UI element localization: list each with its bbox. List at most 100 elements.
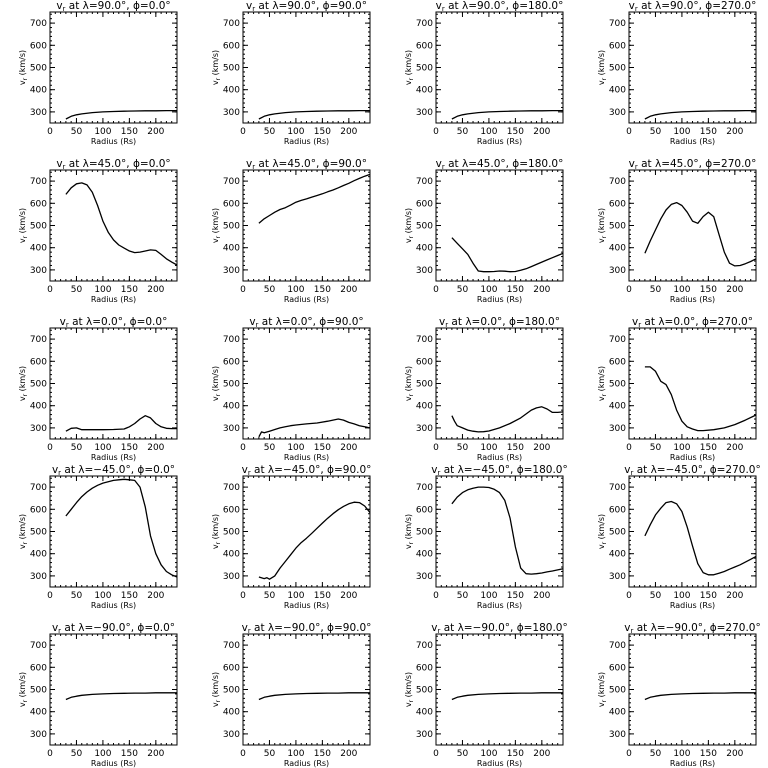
x-tick-label: 150	[700, 127, 717, 137]
y-tick-label: 300	[609, 572, 626, 582]
y-tick-label: 700	[223, 19, 240, 29]
plot-frame	[49, 11, 178, 124]
x-tick-label: 0	[626, 285, 632, 295]
y-tick-label: 400	[223, 708, 240, 718]
x-tick-label: 50	[650, 127, 662, 137]
x-tick-label: 100	[480, 127, 497, 137]
x-tick-label: 150	[700, 443, 717, 453]
series-line	[644, 366, 757, 432]
series-line	[258, 501, 371, 580]
y-tick-label: 500	[30, 222, 47, 232]
x-tick-label: 50	[71, 127, 83, 137]
y-tick-label: 400	[609, 86, 626, 96]
panel-lat1-lon1: 0 50 100 150 200 300 400 500 600 700 vr at λ=45.0°…	[211, 158, 371, 304]
y-tick-label: 300	[30, 266, 47, 276]
panel-title: vr at λ=−45.0°, ϕ=270.0°	[624, 464, 760, 477]
plot-frame	[242, 169, 371, 282]
y-axis-label: vr (km/s)	[211, 672, 222, 707]
x-axis-label: Radius (Rs)	[284, 601, 329, 610]
x-tick-label: 100	[673, 443, 690, 453]
y-tick-label: 600	[223, 357, 240, 367]
y-tick-label: 600	[30, 505, 47, 515]
plot-frame	[242, 475, 371, 588]
plot-frame	[435, 169, 564, 282]
x-tick-label: 100	[673, 127, 690, 137]
x-axis-label: Radius (Rs)	[284, 137, 329, 146]
plot-frame	[628, 327, 757, 440]
y-tick-label: 700	[416, 641, 433, 651]
y-tick-label: 400	[223, 550, 240, 560]
x-tick-label: 0	[47, 285, 53, 295]
panel-title: vr at λ=−45.0°, ϕ=90.0°	[242, 464, 372, 477]
panel-lat2-lon2: 0 50 100 150 200 300 400 500 600 700 vr at λ=0.0°,…	[404, 316, 564, 462]
y-tick-label: 500	[223, 686, 240, 696]
panel-title: vr at λ=0.0°, ϕ=0.0°	[60, 316, 168, 329]
x-tick-label: 100	[287, 591, 304, 601]
panel-lat4-lon2: 0 50 100 150 200 300 400 500 600 700 vr at λ=−90.0…	[404, 622, 568, 768]
x-tick-label: 150	[314, 591, 331, 601]
panel-title: vr at λ=−45.0°, ϕ=180.0°	[431, 464, 567, 477]
y-tick-label: 400	[416, 244, 433, 254]
x-tick-label: 50	[264, 285, 276, 295]
y-tick-label: 500	[609, 686, 626, 696]
panel-title: vr at λ=90.0°, ϕ=180.0°	[436, 0, 564, 13]
x-tick-label: 50	[264, 443, 276, 453]
x-tick-label: 100	[480, 749, 497, 759]
y-tick-label: 500	[30, 528, 47, 538]
x-tick-label: 200	[147, 591, 164, 601]
x-axis-label: Radius (Rs)	[91, 453, 136, 462]
x-tick-label: 0	[626, 749, 632, 759]
x-tick-label: 150	[507, 443, 524, 453]
panel-lat3-lon2: 0 50 100 150 200 300 400 500 600 700 vr at λ=−45.0…	[404, 464, 568, 610]
y-axis-label: vr (km/s)	[211, 50, 222, 85]
y-axis-label: vr (km/s)	[597, 514, 608, 549]
y-axis-label: vr (km/s)	[597, 366, 608, 401]
x-tick-label: 50	[457, 591, 469, 601]
x-tick-label: 0	[626, 443, 632, 453]
y-tick-label: 500	[416, 222, 433, 232]
y-tick-label: 300	[223, 730, 240, 740]
y-tick-label: 700	[416, 177, 433, 187]
x-axis-label: Radius (Rs)	[284, 295, 329, 304]
y-tick-label: 300	[416, 572, 433, 582]
x-tick-label: 200	[533, 749, 550, 759]
series-line	[65, 109, 177, 120]
x-tick-label: 50	[71, 591, 83, 601]
y-tick-label: 400	[30, 86, 47, 96]
y-axis-label: vr (km/s)	[597, 50, 608, 85]
plot-frame	[628, 633, 757, 746]
x-tick-label: 50	[457, 749, 469, 759]
y-tick-label: 600	[416, 199, 433, 209]
series-line	[258, 173, 371, 224]
y-tick-label: 600	[223, 505, 240, 515]
y-tick-label: 500	[223, 528, 240, 538]
y-tick-label: 600	[609, 663, 626, 673]
x-tick-label: 100	[287, 285, 304, 295]
y-axis-label: vr (km/s)	[404, 366, 415, 401]
x-tick-label: 50	[264, 127, 276, 137]
x-tick-label: 150	[700, 591, 717, 601]
y-tick-label: 700	[30, 483, 47, 493]
series-line	[451, 692, 563, 701]
series-line	[258, 692, 370, 701]
y-tick-label: 600	[609, 357, 626, 367]
x-tick-label: 150	[314, 285, 331, 295]
x-axis-label: Radius (Rs)	[91, 759, 136, 768]
x-tick-label: 150	[507, 127, 524, 137]
panel-title: vr at λ=−90.0°, ϕ=90.0°	[242, 622, 372, 635]
y-tick-label: 400	[30, 708, 47, 718]
panel-title: vr at λ=−90.0°, ϕ=0.0°	[52, 622, 175, 635]
y-tick-label: 300	[223, 424, 240, 434]
x-tick-label: 150	[121, 285, 138, 295]
series-line	[258, 109, 370, 120]
x-tick-label: 150	[121, 591, 138, 601]
series-line	[451, 237, 564, 273]
y-tick-label: 400	[223, 402, 240, 412]
y-tick-label: 600	[223, 41, 240, 51]
x-axis-label: Radius (Rs)	[477, 137, 522, 146]
x-tick-label: 50	[71, 749, 83, 759]
x-tick-label: 100	[480, 443, 497, 453]
panel-lat4-lon0: 0 50 100 150 200 300 400 500 600 700 vr at λ=−90.0…	[18, 622, 178, 768]
y-tick-label: 400	[416, 86, 433, 96]
